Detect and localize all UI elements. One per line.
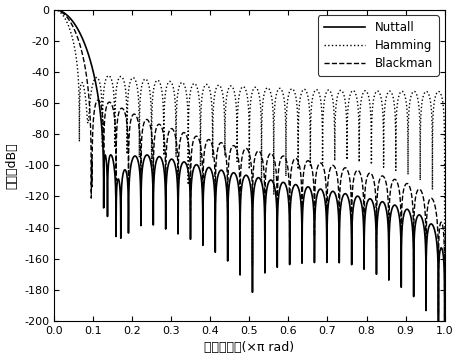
Nuttall <box>336 230 342 234</box>
Hamming <box>311 90 317 94</box>
Hamming <box>58 11 64 15</box>
Nuttall <box>333 193 339 198</box>
Nuttall <box>51 8 57 12</box>
Hamming <box>76 89 82 94</box>
Hamming <box>333 105 339 110</box>
Blackman <box>400 194 405 198</box>
Blackman <box>333 167 339 172</box>
Hamming <box>336 90 342 94</box>
Nuttall <box>311 221 317 225</box>
Legend: Nuttall, Hamming, Blackman: Nuttall, Hamming, Blackman <box>318 15 439 76</box>
Nuttall <box>400 220 405 224</box>
Nuttall <box>76 29 82 33</box>
Blackman <box>51 8 57 12</box>
Nuttall <box>58 9 64 13</box>
Line: Blackman: Blackman <box>54 10 445 360</box>
Blackman <box>311 194 317 199</box>
Line: Nuttall: Nuttall <box>54 10 445 360</box>
Line: Hamming: Hamming <box>54 10 445 360</box>
Blackman <box>336 204 342 208</box>
Hamming <box>51 8 57 12</box>
Y-axis label: 幅度（dB）: 幅度（dB） <box>6 142 18 189</box>
Blackman <box>76 39 82 44</box>
Blackman <box>58 9 64 14</box>
Hamming <box>400 89 405 94</box>
X-axis label: 归一化频率(×π rad): 归一化频率(×π rad) <box>204 341 294 355</box>
